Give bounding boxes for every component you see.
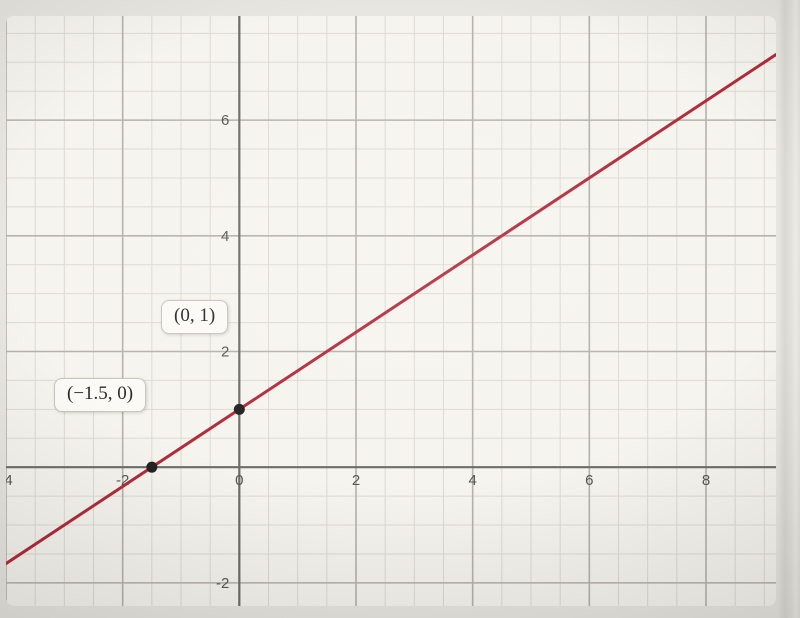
point-label-1-text: (−1.5, 0) [67,383,133,404]
photo-edge-shadow [778,0,800,618]
svg-text:-2: -2 [216,575,229,592]
point-label-0-text: (0, 1) [174,305,215,326]
svg-text:0: 0 [235,472,243,489]
svg-text:4: 4 [468,472,476,489]
svg-text:6: 6 [221,112,229,129]
chart-svg: -4-202468-2246 [6,16,776,606]
svg-text:4: 4 [221,228,229,245]
svg-text:6: 6 [585,472,593,489]
svg-text:-4: -4 [6,472,13,489]
point-label-0: (0, 1) [161,300,228,334]
svg-text:8: 8 [702,472,710,489]
svg-text:2: 2 [221,343,229,360]
point-label-1: (−1.5, 0) [54,378,146,412]
svg-text:2: 2 [352,472,360,489]
coordinate-plane: -4-202468-2246 (0, 1) (−1.5, 0) [6,16,776,606]
